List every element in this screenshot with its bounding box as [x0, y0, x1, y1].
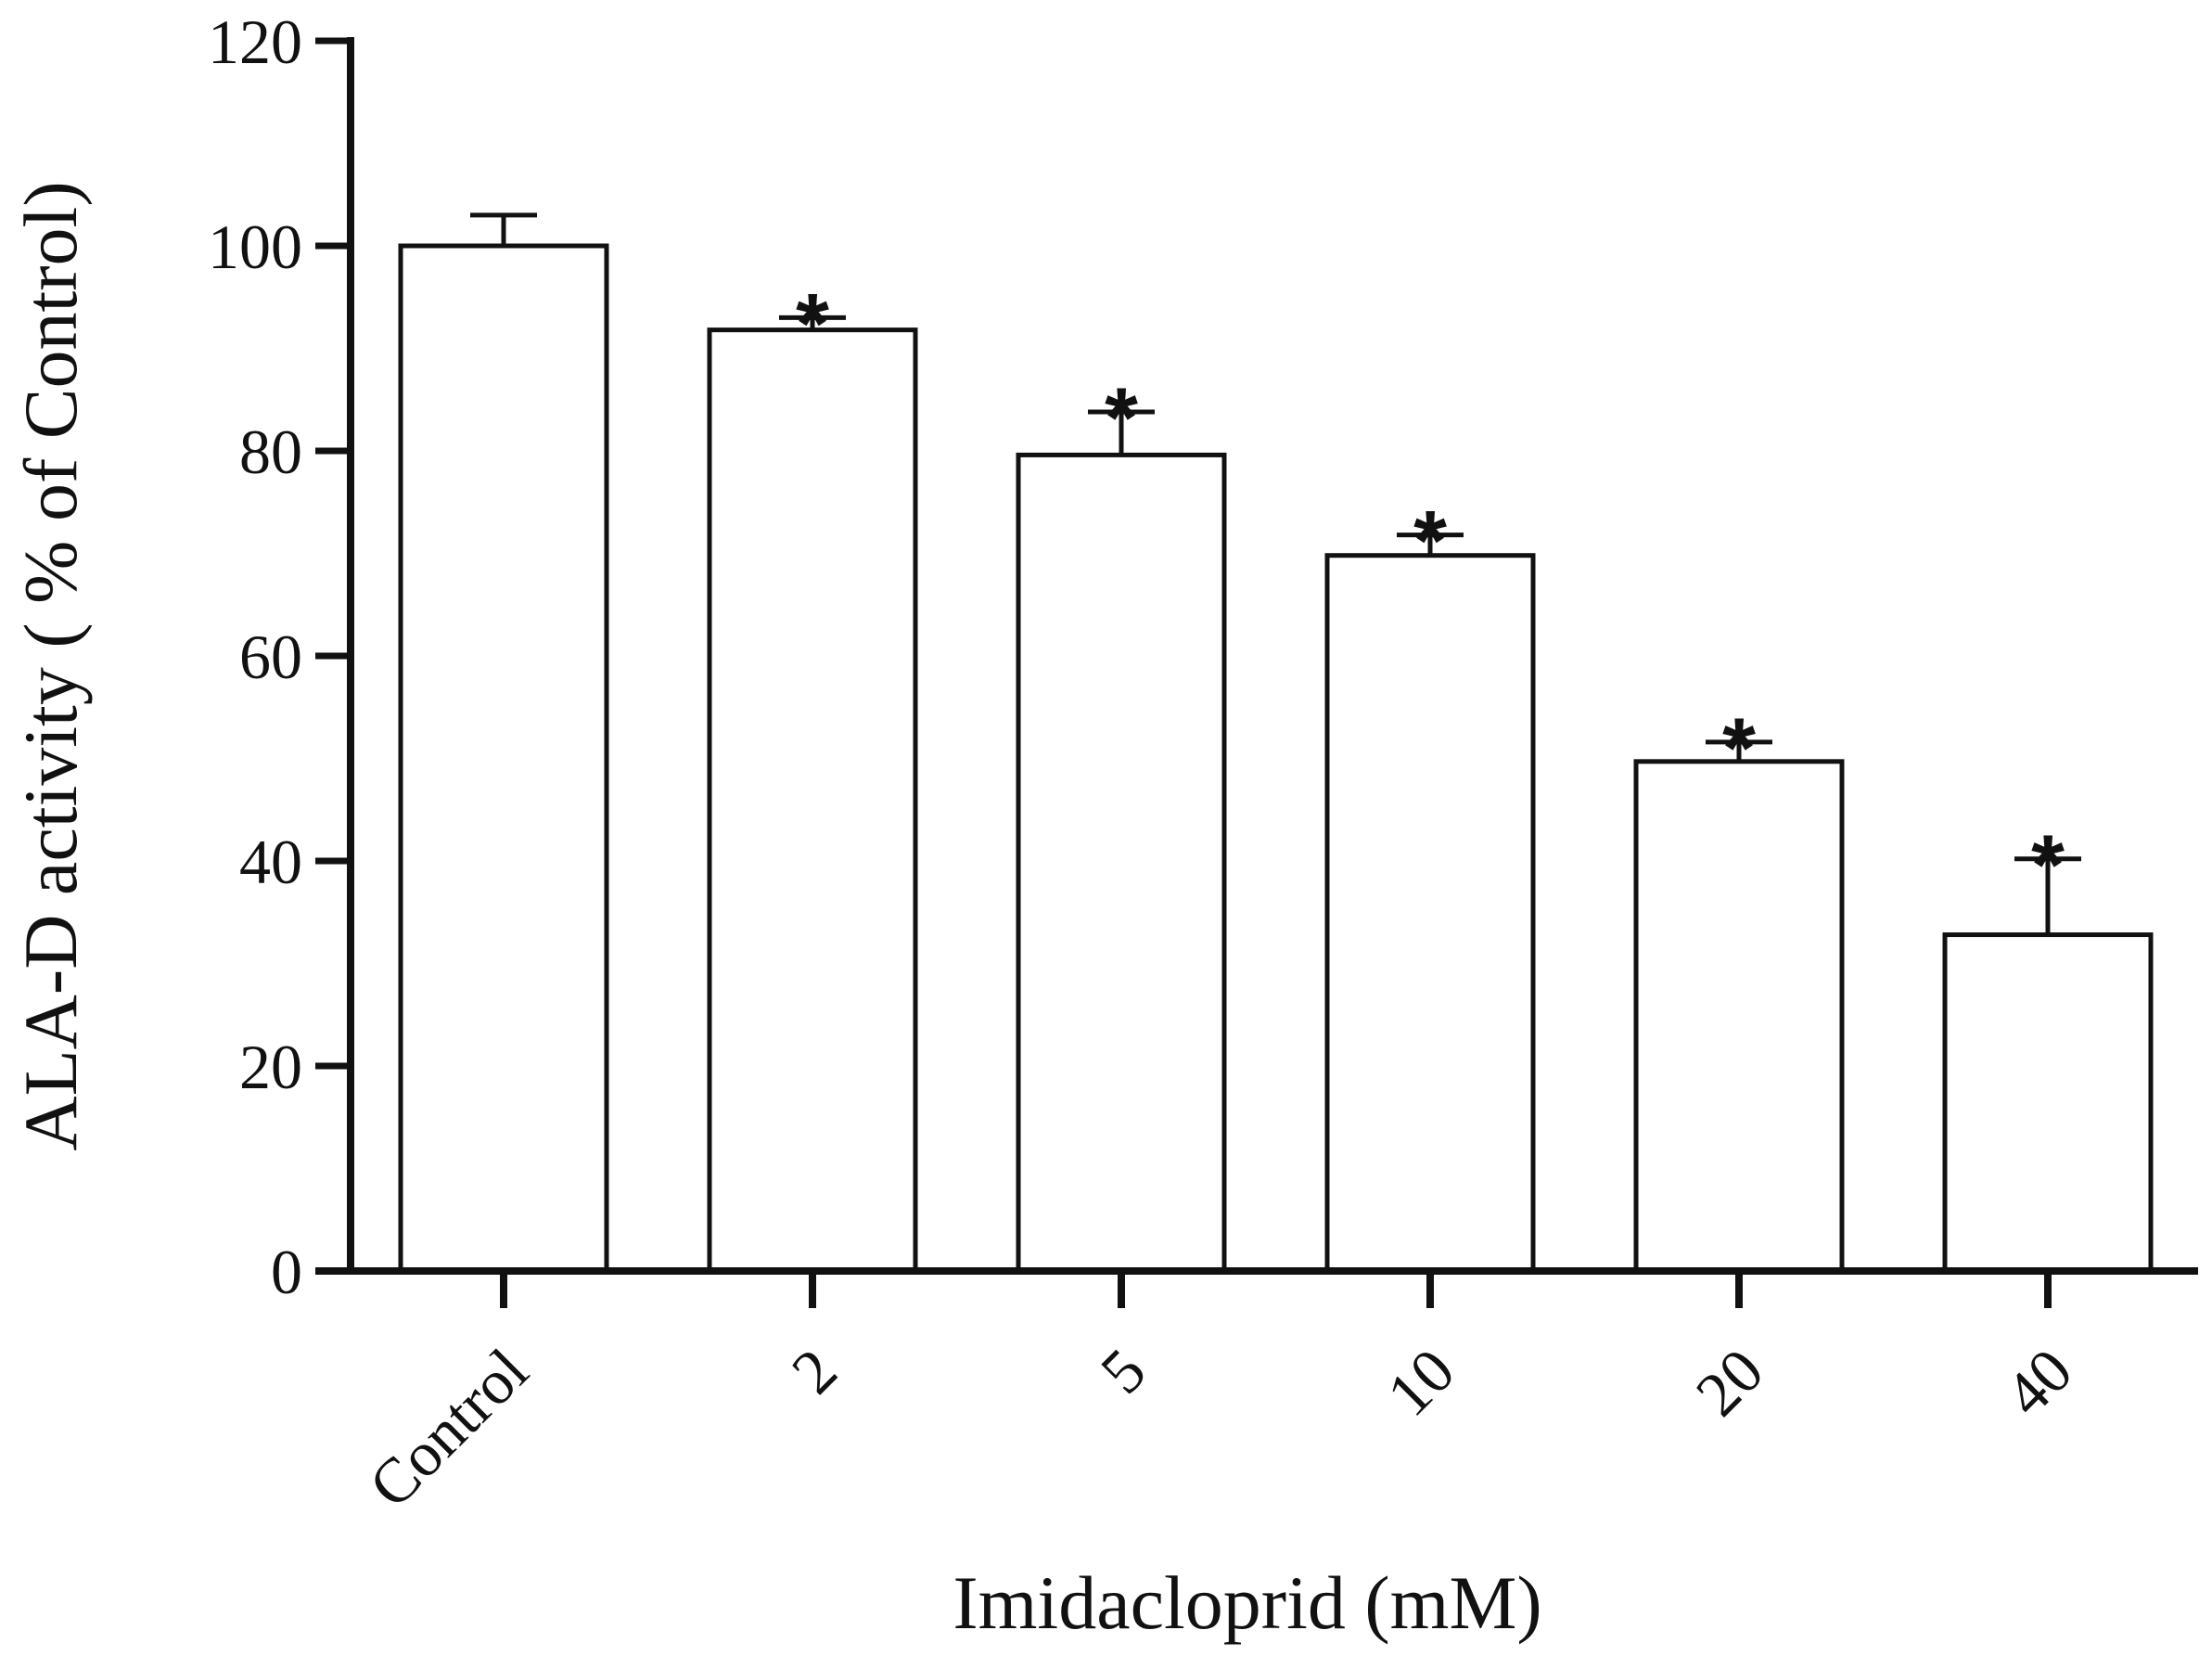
significance-markers: * * * * * — [796, 276, 2065, 912]
bar — [1016, 452, 1227, 1274]
x-tick-label: Control — [355, 1335, 542, 1521]
x-tick-label: 20 — [1682, 1335, 1777, 1430]
x-tick-label: 10 — [1374, 1335, 1468, 1430]
error-bars — [470, 212, 2081, 935]
bar — [1942, 932, 2154, 1274]
bar — [1324, 553, 1536, 1274]
bar — [707, 327, 918, 1274]
significance-star: * — [1722, 701, 1756, 796]
x-tick-label: 40 — [1991, 1335, 2086, 1430]
y-tick-label: 60 — [239, 622, 302, 692]
y-tick-label: 100 — [208, 212, 302, 282]
significance-star: * — [796, 276, 829, 371]
bars — [398, 243, 2154, 1274]
y-tick-label: 40 — [239, 827, 302, 897]
significance-star: * — [2031, 818, 2065, 913]
x-axis-title: Imidacloprid (mM) — [953, 1560, 1541, 1645]
significance-star: * — [1105, 371, 1138, 466]
x-tick-label: 2 — [778, 1335, 850, 1407]
axes — [315, 37, 2198, 1308]
y-tick-label: 20 — [239, 1032, 302, 1102]
y-tick-label: 120 — [208, 6, 302, 77]
significance-star: * — [1413, 494, 1447, 589]
bar — [1633, 759, 1845, 1274]
bar — [398, 243, 609, 1274]
x-tick-label: 5 — [1087, 1335, 1159, 1407]
y-tick-label: 0 — [271, 1237, 302, 1307]
y-tick-label: 80 — [239, 417, 302, 487]
y-axis-title: ALA-D activity ( % of Control) — [8, 181, 93, 1150]
